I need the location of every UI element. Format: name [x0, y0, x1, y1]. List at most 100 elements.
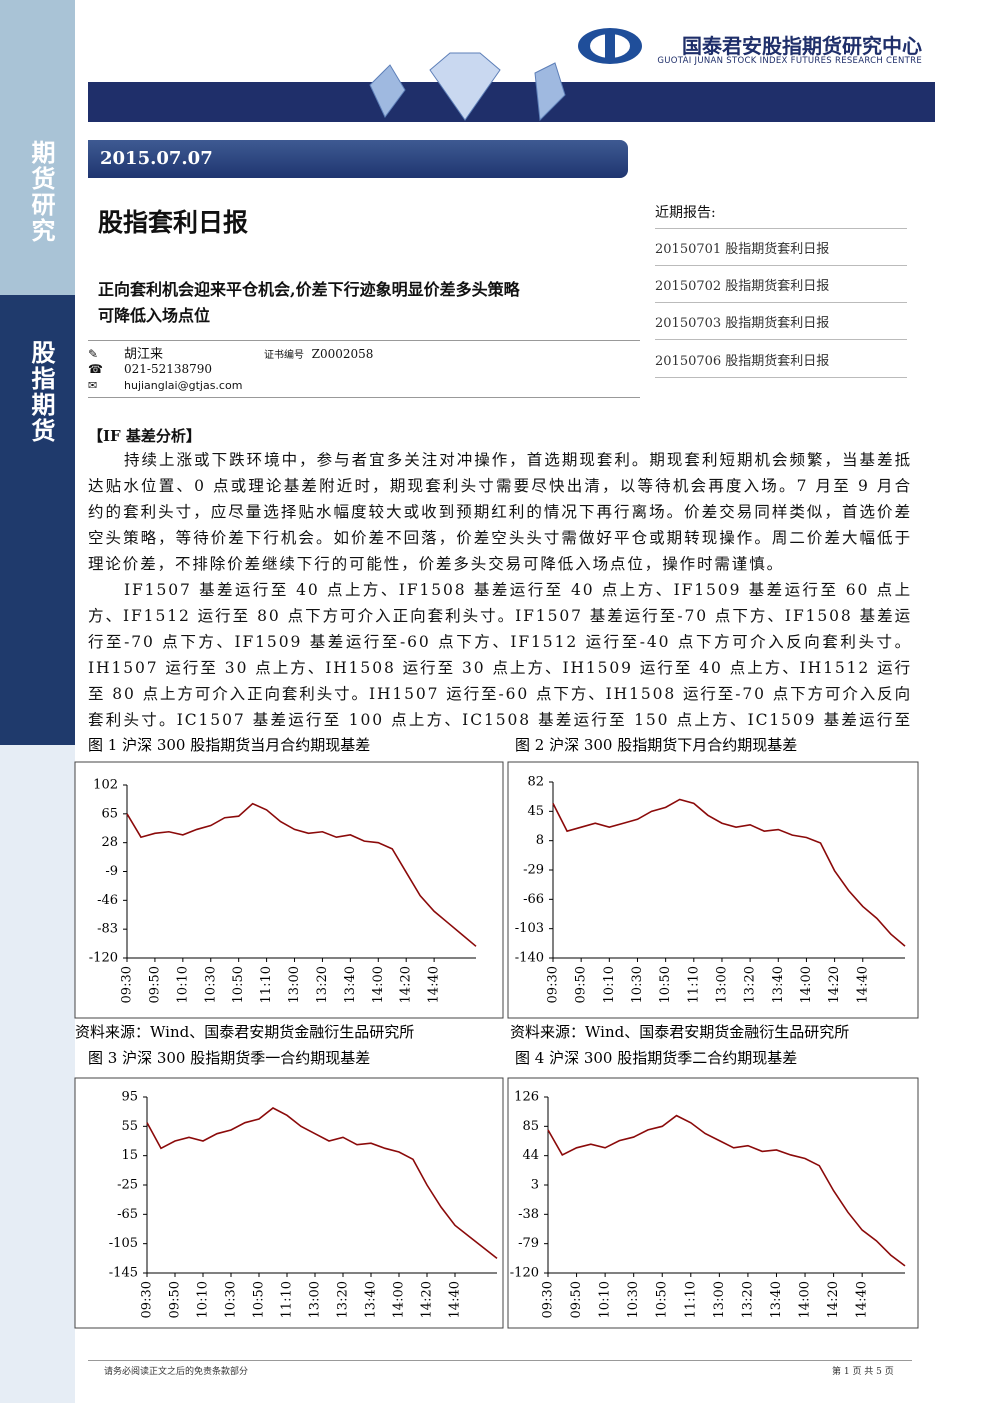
x-tick-label: 14:00 — [371, 966, 386, 1003]
diamonds — [369, 52, 566, 122]
data-line — [552, 798, 906, 947]
recent-item: 20150706 股指期货套利日报 — [655, 347, 907, 378]
rule — [88, 1360, 912, 1361]
x-tick-label: 10:30 — [224, 1281, 239, 1318]
subtitle: 可降低入场点位 — [98, 306, 211, 325]
x-tick-label: 13:00 — [308, 1281, 323, 1318]
chart-frame — [507, 761, 919, 1019]
x-tick-label: 10:30 — [630, 966, 645, 1003]
x-tick-label: 09:30 — [140, 1281, 155, 1318]
x-tick-label: 14:00 — [392, 1281, 407, 1318]
x-tick-label: 13:20 — [336, 1281, 351, 1318]
disclaimer: 请务必阅读正文之后的免责条款部分 — [104, 1367, 249, 1377]
chart-title: 图 4 沪深 300 股指期货季二合约期现基差 — [515, 1049, 797, 1067]
author-row: ✎ 胡江来 证书编号 Z0002058 — [88, 343, 640, 362]
sidebar-bottom — [0, 745, 75, 1403]
paragraph: IF1507 基差运行至 40 点上方、IF1508 基差运行至 40 点上方、… — [88, 581, 912, 729]
report-title: 股指套利日报 — [98, 208, 249, 237]
chart-title: 图 2 沪深 300 股指期货下月合约期现基差 — [515, 736, 797, 754]
y-tick-label: -29 — [523, 863, 544, 878]
chart-title: 图 3 沪深 300 股指期货季一合约期现基差 — [88, 1049, 370, 1067]
x-tick-label: 10:10 — [175, 966, 190, 1003]
x-tick-label: 09:50 — [147, 966, 162, 1003]
y-tick-label: 15 — [121, 1148, 138, 1163]
y-tick-label: 85 — [522, 1119, 539, 1134]
x-tick-label: 14:20 — [399, 966, 414, 1003]
data-line — [547, 1114, 906, 1267]
author-name: 胡江来 — [124, 347, 164, 362]
x-tick-label: 10:10 — [196, 1281, 211, 1318]
cert-label: 证书编号 — [264, 350, 304, 361]
page-number: 第 1 页 共 5 页 — [832, 1367, 894, 1377]
y-tick-label: 95 — [121, 1090, 138, 1105]
x-tick-label: 10:30 — [626, 1281, 641, 1318]
x-tick-label: 10:10 — [598, 1281, 613, 1318]
y-tick-label: -46 — [97, 893, 118, 908]
recent-item: 20150703 股指期货套利日报 — [655, 309, 907, 340]
x-tick-label: 14:00 — [799, 966, 814, 1003]
x-tick-label: 09:30 — [120, 966, 135, 1003]
chart-frame — [74, 1077, 504, 1329]
x-tick-label: 13:00 — [287, 966, 302, 1003]
y-tick-label: 44 — [522, 1148, 539, 1163]
subtitle: 正向套利机会迎来平仓机会,价差下行迹象明显价差多头策略 — [98, 280, 520, 299]
y-tick-label: -83 — [97, 922, 118, 937]
header-band — [88, 82, 935, 122]
section-heading: 【IF 基差分析】 — [88, 427, 201, 445]
y-tick-label: -120 — [510, 1266, 539, 1281]
x-tick-label: 13:20 — [743, 966, 758, 1003]
rule — [88, 340, 640, 341]
phone: 021-52138790 — [124, 362, 213, 376]
chart-title: 图 1 沪深 300 股指期货当月合约期现基差 — [88, 736, 370, 754]
recent-heading: 近期报告: — [655, 198, 907, 229]
y-tick-label: -120 — [89, 951, 118, 966]
y-tick-label: -140 — [515, 951, 544, 966]
data-line — [126, 802, 477, 947]
y-tick-label: 82 — [527, 775, 544, 790]
chart-frame — [74, 761, 504, 1019]
x-tick-label: 13:20 — [315, 966, 330, 1003]
x-tick-label: 09:50 — [168, 1281, 183, 1318]
recent-item: 20150701 股指期货套利日报 — [655, 235, 907, 266]
x-tick-label: 10:50 — [655, 1281, 670, 1318]
sidebar-label: 股指期货 — [27, 340, 56, 444]
y-tick-label: -9 — [105, 864, 118, 879]
x-tick-label: 14:20 — [420, 1281, 435, 1318]
x-tick-label: 13:00 — [714, 966, 729, 1003]
x-tick-label: 14:40 — [855, 1281, 870, 1318]
y-tick-label: 55 — [121, 1119, 138, 1134]
y-tick-label: -66 — [523, 892, 544, 907]
x-tick-label: 13:40 — [343, 966, 358, 1003]
y-tick-label: -145 — [109, 1266, 138, 1281]
author-row: ☎ 021-52138790 — [88, 362, 213, 376]
cert-number: Z0002058 — [311, 347, 374, 361]
x-tick-label: 10:10 — [602, 966, 617, 1003]
x-tick-label: 13:40 — [364, 1281, 379, 1318]
x-tick-label: 14:20 — [827, 966, 842, 1003]
x-tick-label: 13:40 — [771, 966, 786, 1003]
y-tick-label: -103 — [515, 921, 544, 936]
x-tick-label: 14:40 — [448, 1281, 463, 1318]
x-tick-label: 11:10 — [259, 966, 274, 1003]
chart-source: 资料来源：Wind、国泰君安期货金融衍生品研究所 — [510, 1023, 849, 1041]
x-tick-label: 13:20 — [740, 1281, 755, 1318]
x-tick-label: 09:30 — [546, 966, 561, 1003]
x-tick-label: 09:30 — [541, 1281, 556, 1318]
rule — [88, 397, 640, 398]
email: hujianglai@gtjas.com — [124, 379, 243, 392]
x-tick-label: 10:50 — [231, 966, 246, 1003]
x-tick-label: 11:10 — [280, 1281, 295, 1318]
y-tick-label: -38 — [518, 1207, 539, 1222]
author-row: ✉ hujianglai@gtjas.com — [88, 379, 243, 392]
y-tick-label: -105 — [109, 1236, 138, 1251]
x-tick-label: 10:50 — [658, 966, 673, 1003]
x-tick-label: 13:00 — [712, 1281, 727, 1318]
x-tick-label: 10:50 — [252, 1281, 267, 1318]
sidebar-mid — [0, 295, 75, 745]
x-tick-label: 13:40 — [769, 1281, 784, 1318]
y-tick-label: 28 — [101, 835, 118, 850]
x-tick-label: 14:40 — [855, 966, 870, 1003]
x-tick-label: 10:30 — [203, 966, 218, 1003]
